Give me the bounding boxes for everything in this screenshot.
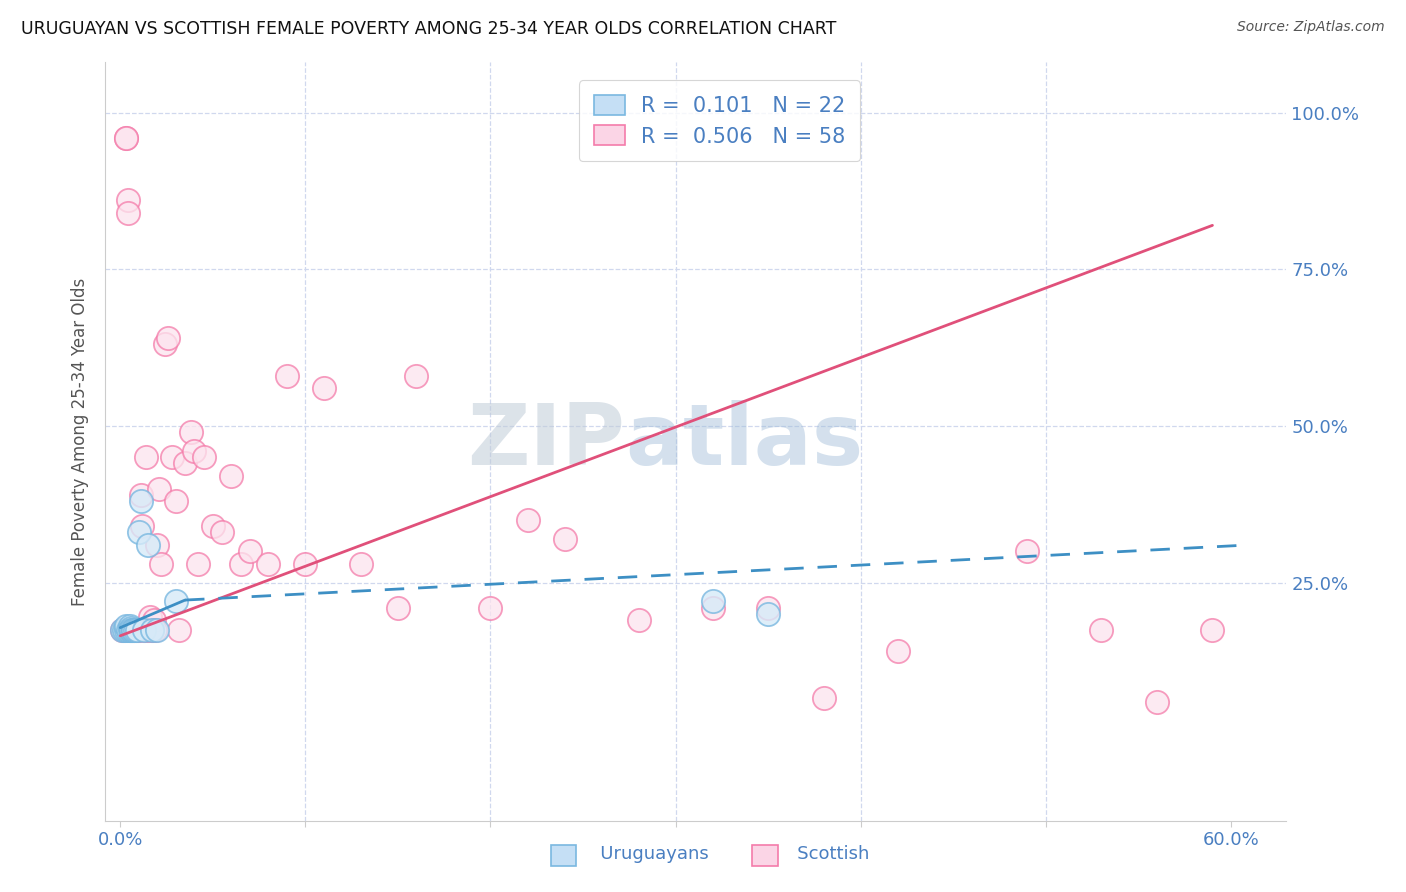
Point: [153, 337, 176, 351]
Point: [276, 368, 298, 383]
Text: URUGUAYAN VS SCOTTISH FEMALE POVERTY AMONG 25-34 YEAR OLDS CORRELATION CHART: URUGUAYAN VS SCOTTISH FEMALE POVERTY AMO…: [21, 20, 837, 37]
Point: [149, 557, 172, 571]
Point: [124, 623, 146, 637]
Point: [111, 623, 134, 637]
Point: [554, 532, 576, 546]
Point: [887, 644, 910, 658]
Point: [128, 525, 150, 540]
Point: [120, 621, 142, 635]
Point: [124, 623, 146, 637]
Point: [239, 544, 262, 558]
Point: [157, 331, 180, 345]
Point: [117, 623, 139, 637]
Point: [221, 469, 243, 483]
Point: [141, 623, 163, 637]
Point: [111, 623, 134, 637]
Point: [122, 623, 145, 637]
Point: [112, 623, 135, 637]
Text: Source: ZipAtlas.com: Source: ZipAtlas.com: [1237, 20, 1385, 34]
Point: [160, 450, 183, 465]
Point: [1146, 695, 1168, 709]
Point: [201, 519, 224, 533]
Point: [294, 557, 316, 571]
Point: [1090, 623, 1112, 637]
Point: [165, 594, 187, 608]
Point: [114, 623, 136, 637]
Point: [120, 623, 142, 637]
Point: [125, 623, 148, 637]
Point: [516, 513, 538, 527]
Point: [114, 130, 136, 145]
Point: [1201, 623, 1223, 637]
Point: [756, 600, 779, 615]
Point: [146, 538, 169, 552]
Point: [139, 610, 162, 624]
Text: Uruguayans: Uruguayans: [583, 846, 709, 863]
Point: [350, 557, 373, 571]
Point: [312, 381, 335, 395]
Text: ZIP: ZIP: [467, 400, 626, 483]
Point: [387, 600, 409, 615]
Point: [129, 494, 152, 508]
Point: [134, 623, 156, 637]
Legend: R =  0.101   N = 22, R =  0.506   N = 58: R = 0.101 N = 22, R = 0.506 N = 58: [579, 80, 860, 161]
Point: [702, 594, 724, 608]
Point: [128, 623, 150, 637]
Point: [120, 623, 142, 637]
Point: [756, 607, 779, 621]
Point: [813, 691, 835, 706]
Point: [141, 623, 163, 637]
Point: [257, 557, 280, 571]
Point: [479, 600, 502, 615]
Point: [146, 623, 169, 637]
Point: [118, 623, 141, 637]
Text: atlas: atlas: [626, 400, 863, 483]
Point: [117, 194, 139, 208]
Point: [131, 519, 153, 533]
Point: [187, 557, 209, 571]
Point: [136, 538, 159, 552]
Point: [145, 623, 167, 637]
Point: [405, 368, 427, 383]
Point: [1017, 544, 1039, 558]
Point: [117, 206, 139, 220]
Point: [211, 525, 233, 540]
Point: [627, 613, 650, 627]
Point: [122, 623, 145, 637]
Point: [702, 600, 724, 615]
Point: [142, 613, 165, 627]
Y-axis label: Female Poverty Among 25-34 Year Olds: Female Poverty Among 25-34 Year Olds: [70, 277, 89, 606]
Text: Scottish: Scottish: [780, 846, 870, 863]
Point: [118, 619, 141, 633]
Point: [174, 457, 197, 471]
Point: [169, 623, 191, 637]
Point: [183, 444, 205, 458]
Point: [114, 130, 136, 145]
Point: [165, 494, 187, 508]
Point: [136, 623, 159, 637]
Point: [135, 450, 157, 465]
Point: [114, 619, 136, 633]
Point: [193, 450, 215, 465]
Point: [118, 623, 141, 637]
Point: [125, 623, 148, 637]
Point: [134, 623, 156, 637]
Point: [148, 482, 170, 496]
Point: [112, 623, 135, 637]
Point: [129, 488, 152, 502]
Point: [180, 425, 202, 439]
Point: [229, 557, 252, 571]
Point: [122, 623, 145, 637]
